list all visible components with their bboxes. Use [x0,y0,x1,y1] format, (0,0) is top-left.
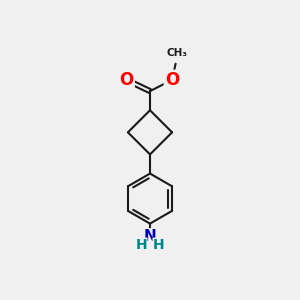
Text: N: N [144,230,156,244]
Text: O: O [119,71,134,89]
Text: CH₃: CH₃ [167,48,188,59]
Text: H: H [153,238,165,252]
Text: H: H [135,238,147,252]
Text: O: O [165,71,179,89]
